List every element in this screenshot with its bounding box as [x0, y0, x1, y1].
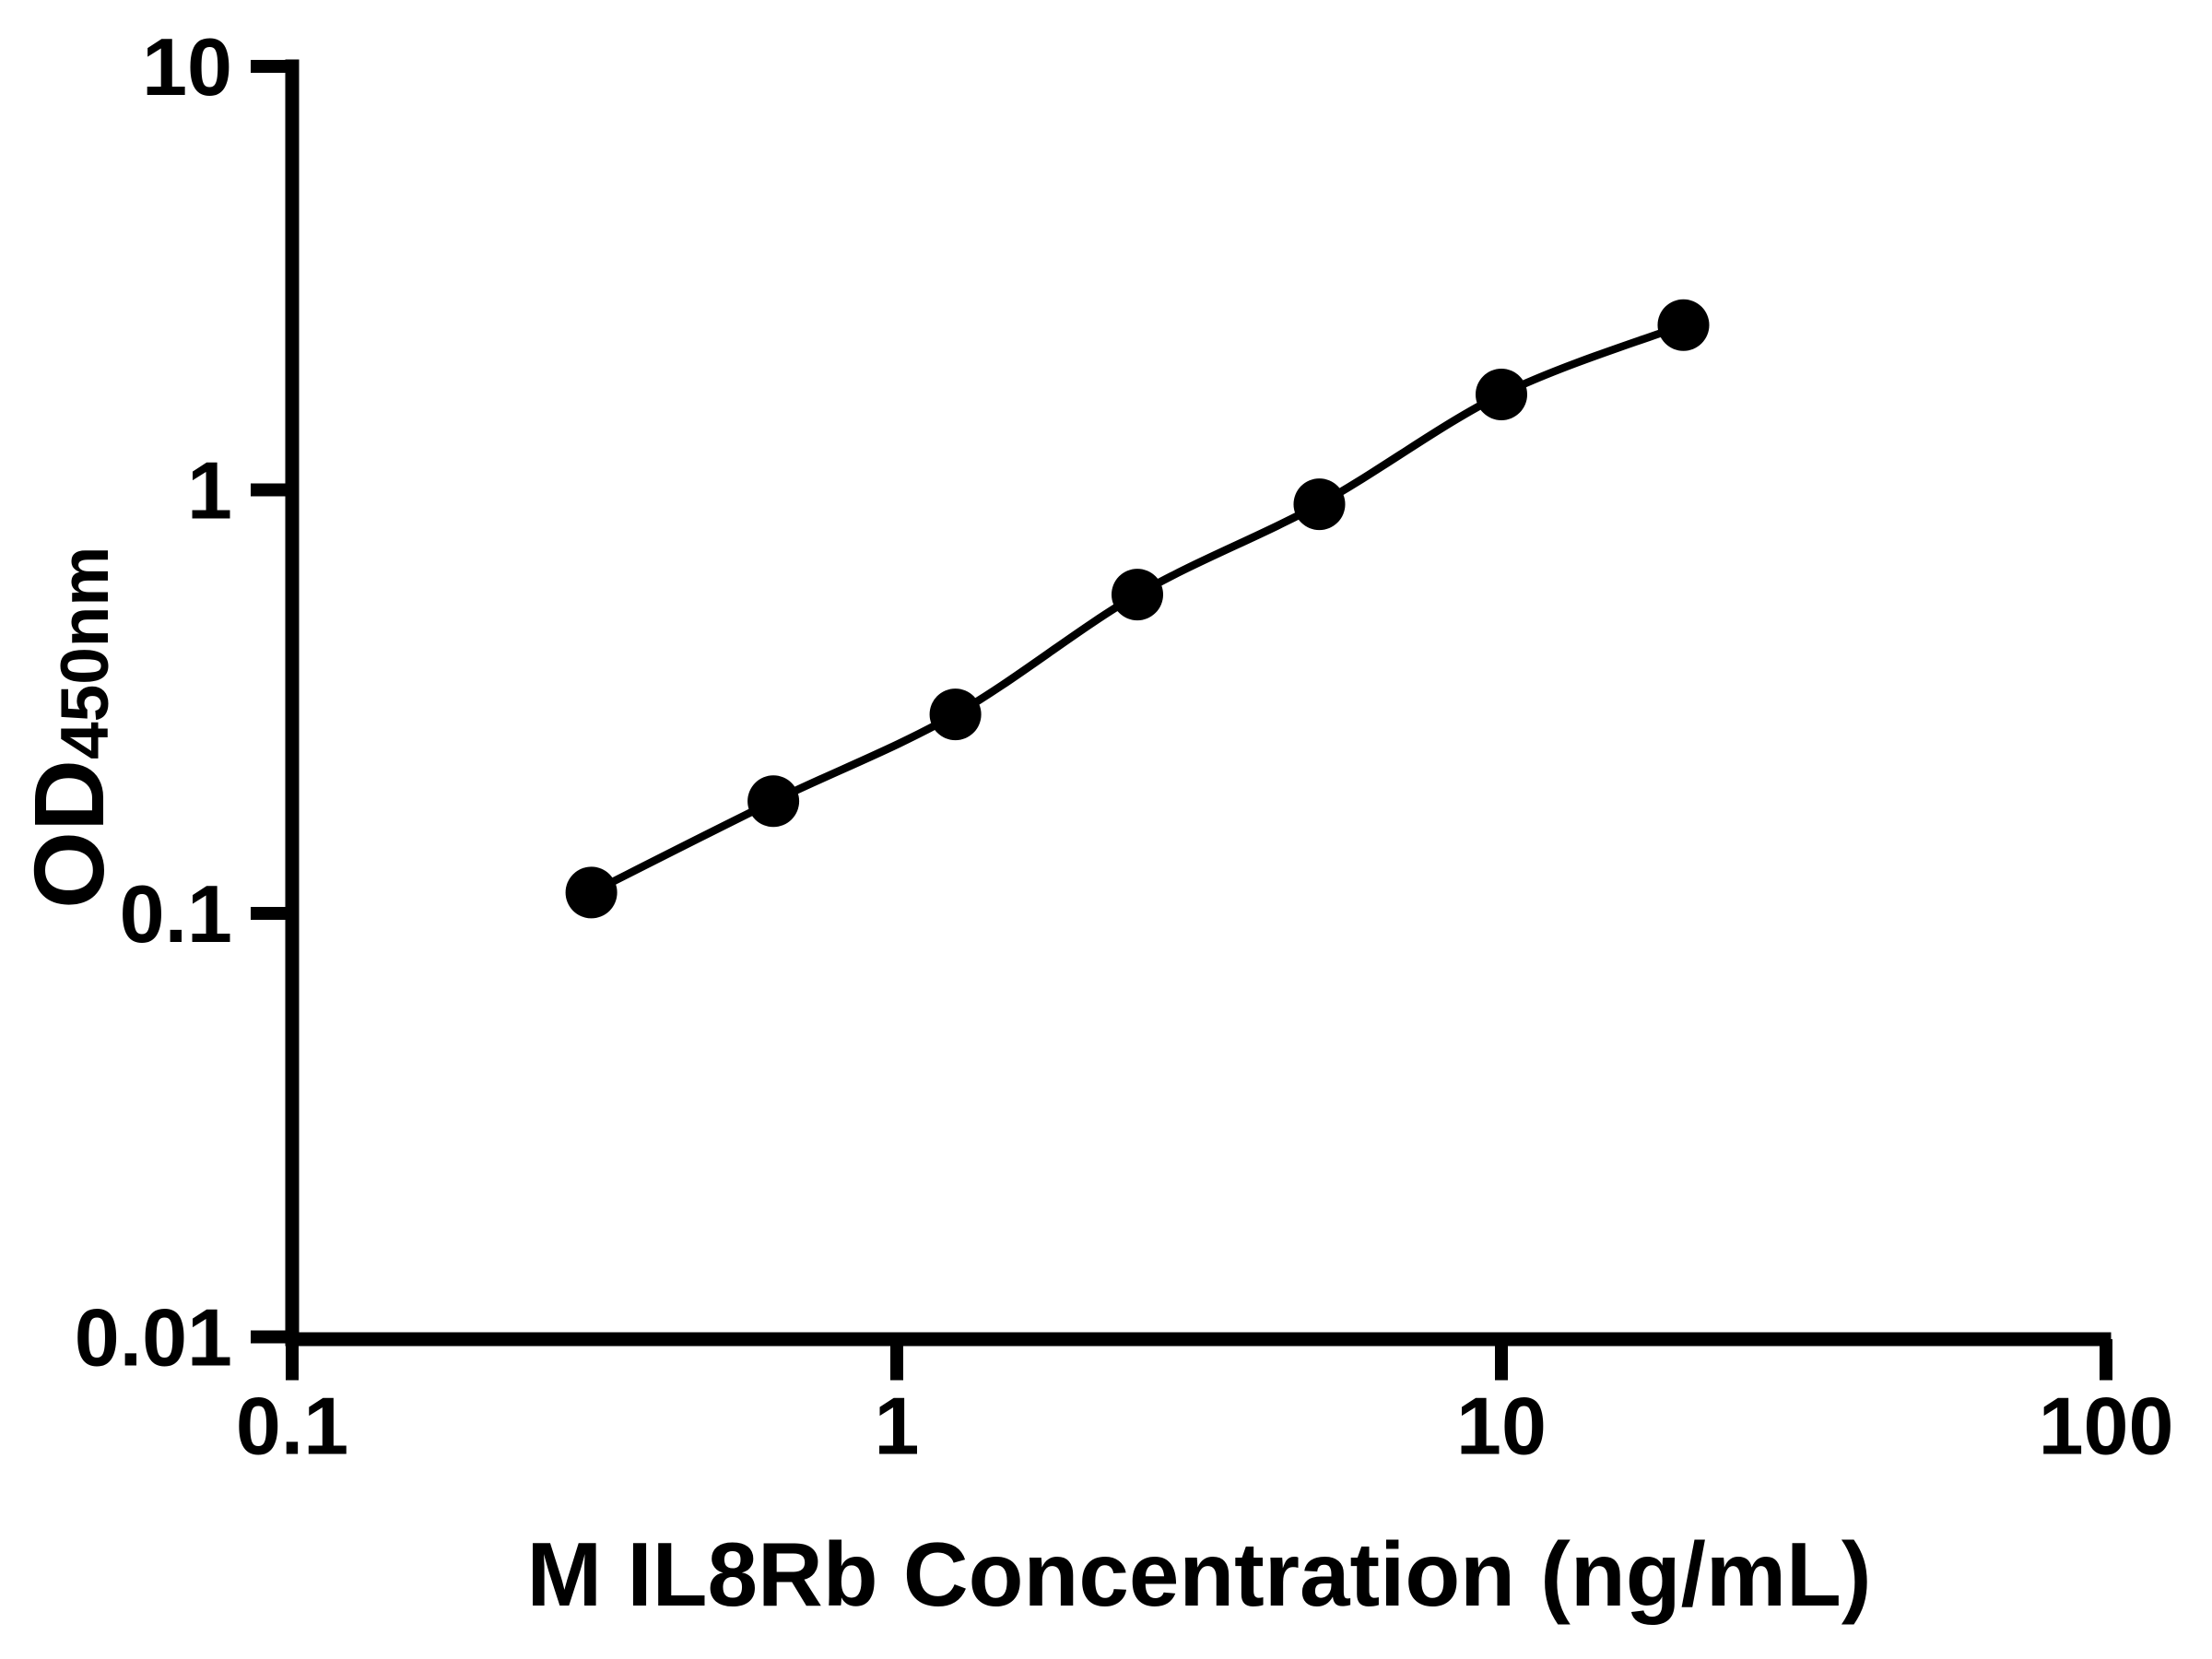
data-point: [929, 688, 982, 741]
x-tick-label: 100: [2039, 1381, 2174, 1472]
data-point: [565, 866, 618, 919]
data-point: [1476, 369, 1527, 420]
data-point: [747, 775, 800, 828]
x-tick-label: 1: [875, 1381, 920, 1472]
x-axis-title: M IL8Rb Concentration (ng/mL): [527, 1524, 1872, 1625]
y-axis-title-main: OD: [13, 759, 124, 909]
data-point: [1293, 478, 1346, 531]
x-tick-label: 0.1: [236, 1381, 348, 1472]
y-axis-title-subscript: 450nm: [48, 547, 123, 759]
y-tick-label: 0.01: [75, 1292, 232, 1383]
y-tick-label: 1: [187, 445, 232, 536]
x-tick-label: 10: [1456, 1381, 1547, 1472]
y-axis-title: OD450nm: [13, 547, 124, 909]
series-layer: [565, 299, 1710, 919]
y-tick-label: 10: [142, 21, 232, 112]
data-point: [1112, 569, 1163, 621]
y-tick-label: 0.1: [120, 868, 232, 959]
data-point: [1657, 299, 1710, 351]
